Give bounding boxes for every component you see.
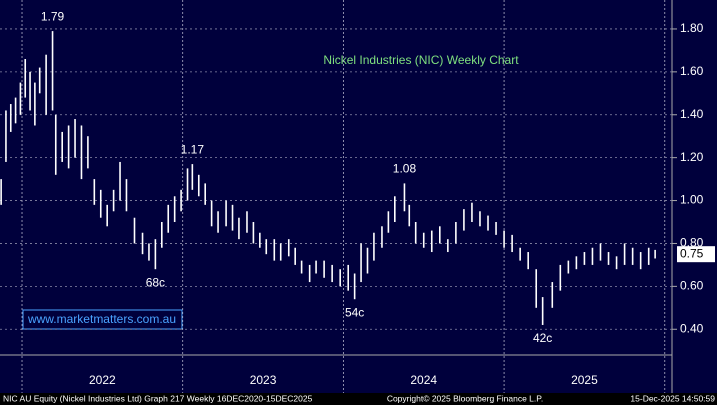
watermark: www.marketmatters.com.au <box>27 312 176 326</box>
last-value-label: 0.75 <box>680 246 704 260</box>
annotation: 42c <box>533 331 552 345</box>
footer-left: NIC AU Equity (Nickel Industries Ltd) Gr… <box>3 393 313 403</box>
y-tick-label: 1.60 <box>680 64 704 78</box>
footer-center: Copyright© 2025 Bloomberg Finance L.P. <box>387 393 543 403</box>
footer-bar <box>0 393 717 405</box>
annotation: 1.08 <box>393 162 417 176</box>
annotation: 1.17 <box>181 142 205 156</box>
y-tick-label: 0.80 <box>680 236 704 250</box>
annotation: 68c <box>146 275 165 289</box>
y-tick-label: 1.20 <box>680 150 704 164</box>
x-tick-label: 2023 <box>250 373 277 387</box>
y-tick-label: 1.80 <box>680 21 704 35</box>
y-tick-label: 1.40 <box>680 107 704 121</box>
annotation: 54c <box>345 305 364 319</box>
x-tick-label: 2025 <box>571 373 598 387</box>
y-tick-label: 0.40 <box>680 321 704 335</box>
y-tick-label: 1.00 <box>680 193 704 207</box>
x-tick-label: 2024 <box>410 373 437 387</box>
y-tick-label: 0.60 <box>680 279 704 293</box>
watermark-box <box>22 309 183 330</box>
footer-right: 15-Dec-2025 14:50:59 <box>630 393 715 403</box>
last-value-box <box>677 246 715 263</box>
x-tick-label: 2022 <box>89 373 116 387</box>
chart-title: Nickel Industries (NIC) Weekly Chart <box>323 53 519 67</box>
annotation: 1.79 <box>41 9 65 23</box>
